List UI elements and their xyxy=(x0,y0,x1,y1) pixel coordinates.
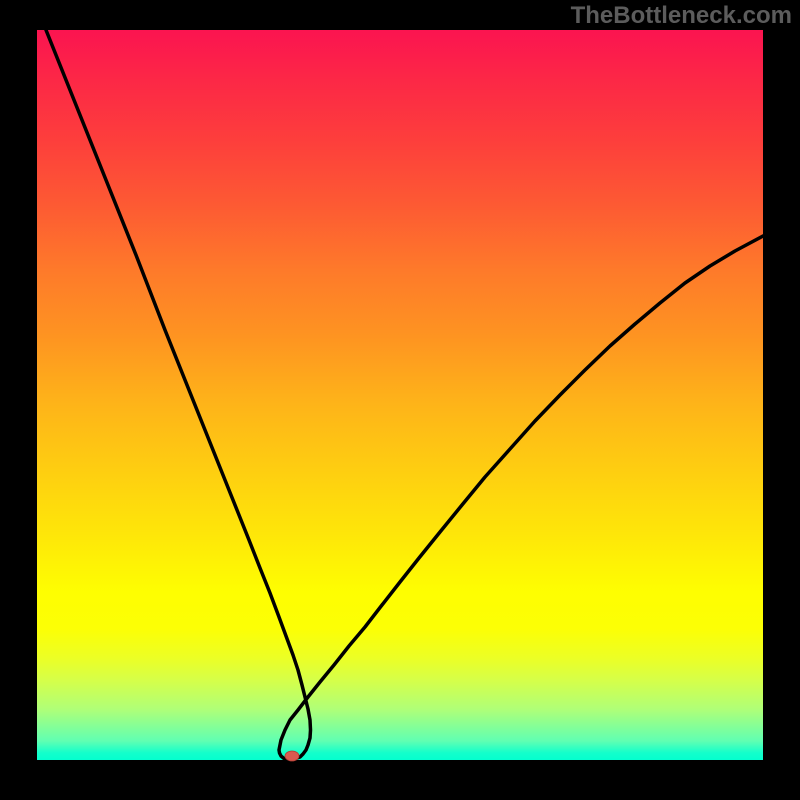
curve-svg xyxy=(0,0,800,800)
optimum-marker xyxy=(285,751,299,761)
bottleneck-curve xyxy=(46,30,763,760)
watermark-text: TheBottleneck.com xyxy=(571,2,792,30)
chart-container: TheBottleneck.com xyxy=(0,0,800,800)
plot-area xyxy=(37,30,763,760)
